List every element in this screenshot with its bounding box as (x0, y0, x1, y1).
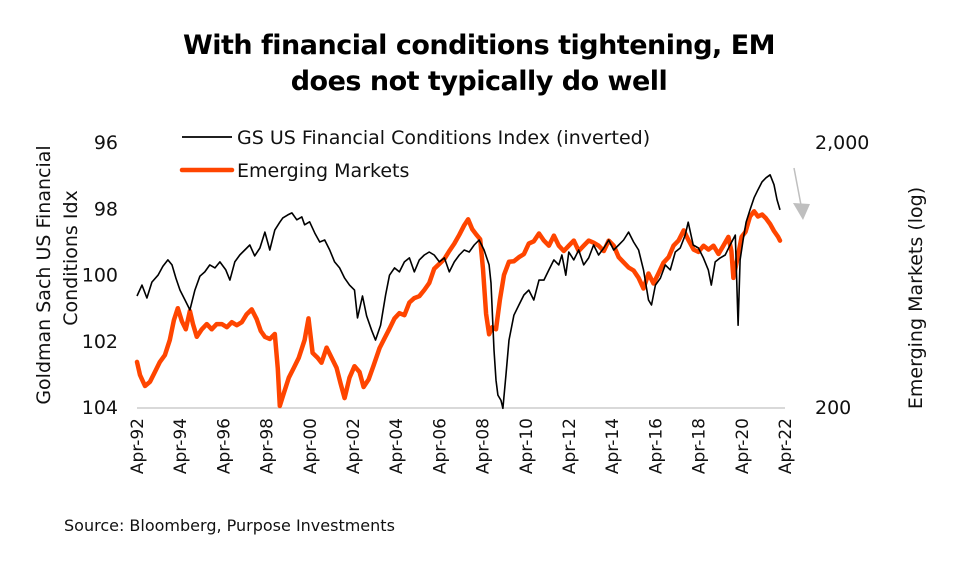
down-arrow-annotation-icon (793, 167, 810, 220)
legend-label-emerging-markets: Emerging Markets (237, 160, 409, 182)
y-right-tick-label: 2,000 (815, 132, 869, 154)
x-tick-label: Apr-20 (733, 418, 753, 474)
y-left-tick-label: 102 (82, 331, 118, 353)
legend-label-gs-fci: GS US Financial Conditions Index (invert… (237, 127, 650, 149)
x-tick-label: Apr-16 (646, 418, 666, 474)
x-tick-label: Apr-04 (387, 418, 407, 474)
y-left-tick-label: 98 (94, 198, 118, 220)
series-line-emerging-markets (134, 209, 783, 409)
y-axis-right-title: Emerging Markets (log) (905, 187, 927, 409)
y-axis-left-title-line-1: Goldman Sach US Financial (33, 145, 55, 404)
x-tick-label: Apr-12 (560, 418, 580, 474)
series-line-gs-fci (136, 174, 781, 410)
x-tick-label: Apr-02 (344, 418, 364, 474)
x-tick-label: Apr-06 (430, 418, 450, 474)
x-tick-label: Apr-10 (517, 418, 537, 474)
y-left-tick-label: 96 (94, 132, 118, 154)
x-tick-label: Apr-00 (301, 418, 321, 474)
x-tick-label: Apr-92 (128, 418, 148, 474)
x-tick-label: Apr-08 (474, 418, 494, 474)
x-tick-label: Apr-96 (214, 418, 234, 474)
x-tick-label: Apr-22 (776, 418, 796, 474)
chart-title-line-1: With financial conditions tightening, EM (182, 30, 776, 61)
chart-title-line-2: does not typically do well (290, 66, 668, 97)
x-tick-label: Apr-18 (690, 418, 710, 474)
x-tick-label: Apr-94 (171, 418, 191, 474)
chart-title: With financial conditions tightening, EM… (0, 28, 958, 100)
chart-source-note: Source: Bloomberg, Purpose Investments (64, 516, 395, 535)
x-tick-label: Apr-14 (603, 418, 623, 474)
y-axis-left-title-line-2: Conditions Idx (60, 190, 82, 326)
y-left-tick-label: 104 (82, 397, 118, 419)
x-tick-label: Apr-98 (258, 418, 278, 474)
legend: GS US Financial Conditions Index (invert… (179, 127, 650, 182)
y-right-tick-label: 200 (815, 397, 851, 419)
y-left-tick-label: 100 (82, 265, 118, 287)
